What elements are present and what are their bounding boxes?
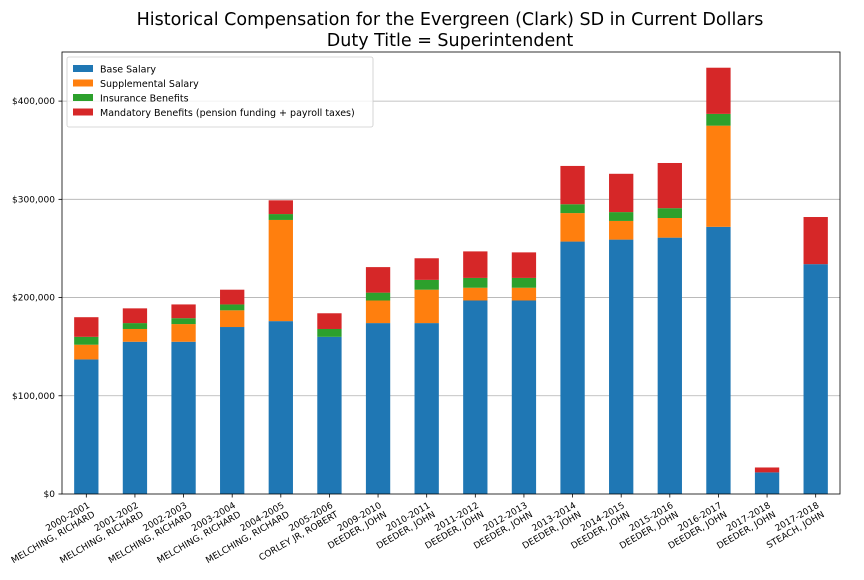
- bar-segment: [803, 264, 828, 494]
- legend-swatch: [73, 94, 93, 101]
- legend-label: Mandatory Benefits (pension funding + pa…: [100, 108, 355, 119]
- bar-segment: [706, 113, 731, 126]
- legend-swatch: [73, 65, 93, 72]
- bar-segment: [365, 267, 391, 293]
- legend-label: Supplemental Salary: [100, 79, 199, 90]
- y-tick-label: $400,000: [12, 97, 55, 107]
- bar-segment: [122, 308, 148, 324]
- x-tick-label-text: 2000-2001MELCHING, RICHARD: [5, 501, 97, 566]
- bar-segment: [122, 341, 148, 494]
- bar-segment: [317, 313, 342, 329]
- bar-segment: [803, 217, 828, 265]
- chart-title: Historical Compensation for the Evergree…: [137, 10, 764, 30]
- bar-segment: [609, 220, 634, 240]
- bar-segment: [171, 324, 196, 342]
- bar-segment: [463, 251, 488, 278]
- y-tick-label: $0: [44, 490, 56, 500]
- chart-subtitle: Duty Title = Superintendent: [327, 31, 574, 51]
- bar-segment: [560, 165, 585, 205]
- bar-segment: [268, 200, 293, 215]
- bar-segment: [706, 67, 731, 114]
- legend-label: Insurance Benefits: [100, 94, 189, 105]
- bar-segment: [414, 279, 439, 290]
- x-tick-label-name: MELCHING, RICHARD: [10, 510, 97, 566]
- bar-segment: [657, 208, 682, 218]
- bar-segment: [74, 344, 99, 360]
- bar-segment: [560, 204, 585, 214]
- bar-segment: [414, 323, 439, 494]
- legend-swatch: [73, 79, 93, 87]
- bar-segment: [220, 310, 245, 328]
- bar-segment: [754, 467, 780, 473]
- legend-swatch: [73, 108, 93, 116]
- bar-segment: [365, 292, 391, 301]
- bars: [74, 67, 828, 494]
- bar-segment: [74, 336, 99, 345]
- bar-segment: [560, 213, 585, 242]
- legend-box: [66, 56, 374, 128]
- y-tick-label: $200,000: [12, 294, 55, 304]
- bar-segment: [365, 300, 391, 324]
- y-tick-label: $100,000: [12, 392, 55, 402]
- bar-segment: [171, 318, 196, 325]
- bar-segment: [609, 212, 634, 221]
- bar-segment: [754, 472, 780, 494]
- bar-segment: [317, 328, 342, 337]
- legend: Base Salary Supplemental Salary Insurance …: [66, 56, 374, 128]
- bar-segment: [122, 323, 148, 329]
- bar-segment: [511, 252, 537, 278]
- bar-segment: [122, 328, 148, 342]
- bar-segment: [317, 336, 342, 494]
- bar-segment: [171, 304, 196, 319]
- bar-segment: [220, 304, 245, 311]
- bar-segment: [609, 173, 634, 213]
- x-tick-label: 2000-2001MELCHING, RICHARD: [5, 501, 97, 566]
- bar-segment: [220, 327, 245, 494]
- bar-segment: [268, 219, 293, 322]
- bar-segment: [74, 359, 99, 494]
- bar-segment: [706, 125, 731, 227]
- axes: [58, 51, 841, 498]
- bar-segment: [365, 323, 391, 494]
- bar-segment: [74, 317, 99, 337]
- bar-segment: [463, 287, 488, 301]
- bar-segment: [657, 217, 682, 238]
- bar-segment: [463, 277, 488, 288]
- bar-segment: [657, 162, 682, 209]
- bar-segment: [268, 321, 293, 494]
- bar-segment: [511, 287, 537, 301]
- bar-segment: [463, 300, 488, 494]
- bar-segment: [171, 341, 196, 494]
- y-tick-label: $300,000: [12, 195, 55, 205]
- plot-frame: [61, 51, 841, 495]
- bar-segment: [511, 300, 537, 494]
- bar-segment: [560, 241, 585, 494]
- legend-label: Base Salary: [100, 65, 156, 76]
- bar-segment: [414, 289, 439, 324]
- bar-segment: [268, 214, 293, 220]
- bar-segment: [657, 237, 682, 494]
- bar-segment: [609, 239, 634, 494]
- bar-segment: [414, 258, 439, 280]
- bar-segment: [220, 289, 245, 305]
- bar-segment: [706, 226, 731, 494]
- bar-segment: [511, 277, 537, 288]
